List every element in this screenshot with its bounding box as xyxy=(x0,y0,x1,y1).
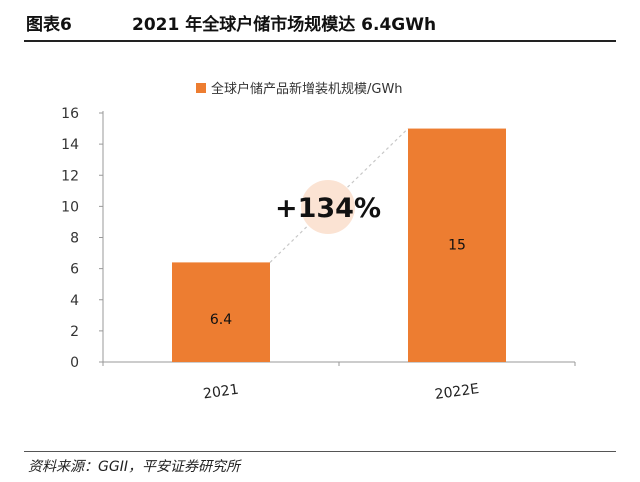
legend-swatch xyxy=(196,83,206,93)
bar-value-labels: 6.4 15 xyxy=(210,237,466,328)
growth-bubble xyxy=(301,180,355,234)
figure-label: 图表6 xyxy=(26,15,72,35)
x-axis-labels: 2021 2022E xyxy=(202,381,480,403)
figure-title: 2021 年全球户储市场规模达 6.4GWh xyxy=(132,15,437,35)
header-rule xyxy=(24,40,616,42)
legend-label: 全球户储产品新增装机规模/GWh xyxy=(211,81,403,97)
y-tick-label: 0 xyxy=(70,355,79,371)
y-tick-label: 4 xyxy=(70,293,79,309)
x-tick-label: 2021 xyxy=(202,382,240,403)
source-note: 资料来源：GGII，平安证券研究所 xyxy=(28,459,240,475)
y-tick-label: 8 xyxy=(70,231,79,247)
figure-header: 图表6 2021 年全球户储市场规模达 6.4GWh xyxy=(0,0,640,40)
y-tick-label: 6 xyxy=(70,262,79,278)
bar xyxy=(172,262,270,362)
y-tick-label: 2 xyxy=(70,324,79,340)
bars-group xyxy=(172,128,506,362)
bar xyxy=(408,128,506,362)
bar-chart: 全球户储产品新增装机规模/GWh 0 2 4 6 8 10 12 14 16 +134% 6.4… xyxy=(61,81,576,403)
y-axis-ticks: 0 2 4 6 8 10 12 14 16 xyxy=(61,106,576,371)
y-tick-label: 16 xyxy=(61,106,79,122)
y-tick-label: 14 xyxy=(61,137,79,153)
y-tick-label: 12 xyxy=(61,168,79,184)
x-tick-label: 2022E xyxy=(434,381,480,403)
y-tick-label: 10 xyxy=(61,199,79,215)
growth-annotation: +134% xyxy=(275,193,381,224)
bar-value-label: 15 xyxy=(448,237,466,253)
footer-rule xyxy=(24,451,616,452)
bar-value-label: 6.4 xyxy=(210,312,232,328)
